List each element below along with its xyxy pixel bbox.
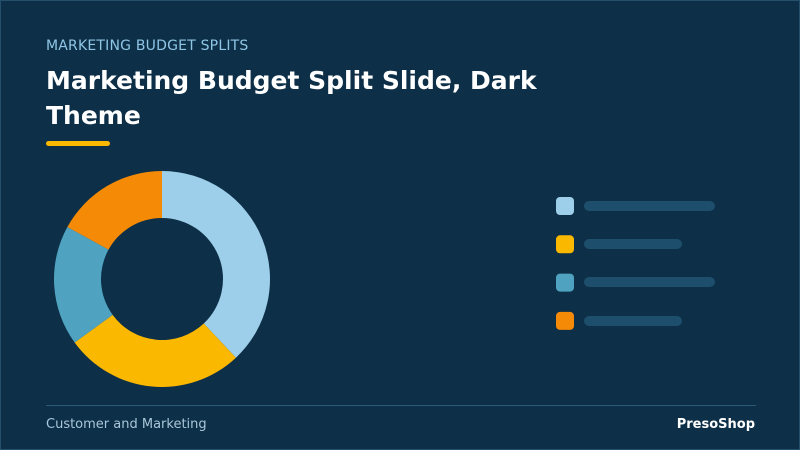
donut-segment xyxy=(74,314,236,387)
kicker: MARKETING BUDGET SPLITS xyxy=(46,38,249,54)
title: Marketing Budget Split Slide, Dark Theme xyxy=(46,66,537,130)
legend xyxy=(584,201,715,326)
legend-placeholder xyxy=(584,277,715,287)
donut-segment xyxy=(162,171,270,358)
donut-segment xyxy=(67,171,162,250)
footer-brand: PresoShop xyxy=(676,417,755,432)
legend-placeholder xyxy=(584,316,682,326)
legend-placeholder xyxy=(584,239,682,249)
legend-swatch xyxy=(556,311,574,330)
legend-swatch xyxy=(556,273,574,292)
footer-rule xyxy=(46,405,756,406)
legend-swatch xyxy=(556,235,574,254)
donut-segment xyxy=(53,226,113,343)
footer-left: Customer and Marketing xyxy=(46,417,207,432)
legend-swatch xyxy=(556,197,574,215)
legend-placeholder xyxy=(584,201,715,211)
title-underline xyxy=(46,141,110,146)
